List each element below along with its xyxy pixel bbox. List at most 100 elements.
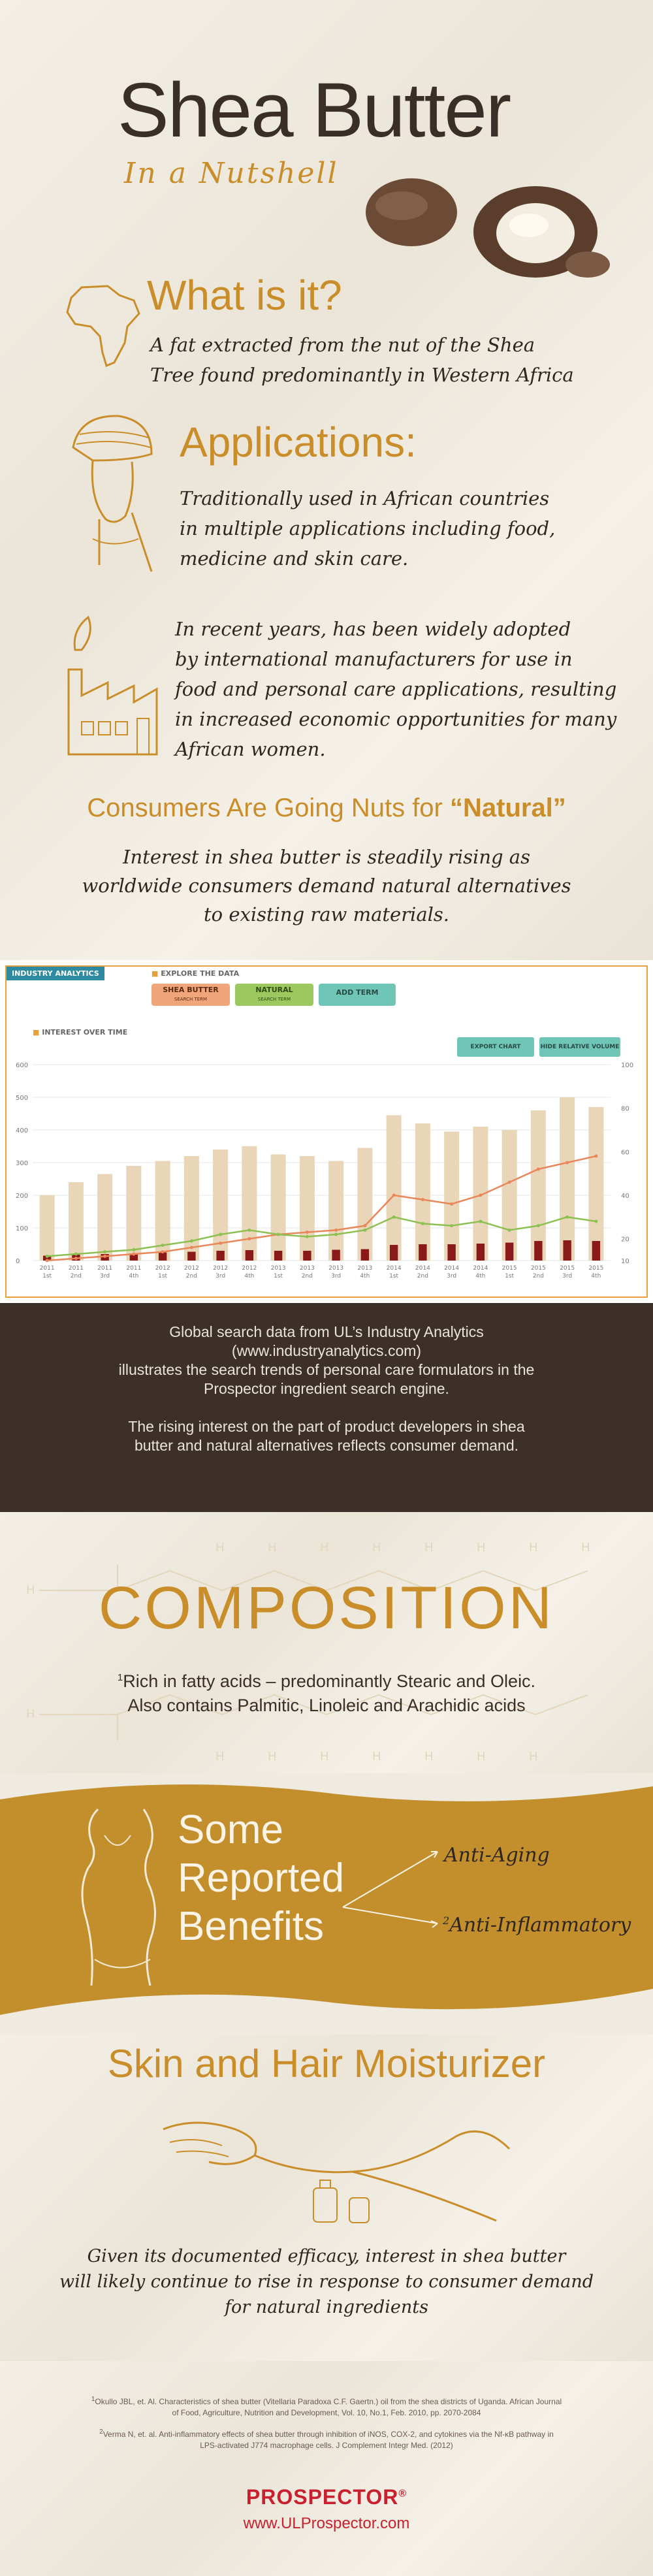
hide-relative-volume-button[interactable]: HIDE RELATIVE VOLUME — [539, 1037, 620, 1057]
woman-reclining-icon — [163, 2121, 511, 2223]
benefits-heading-line: Benefits — [178, 1904, 325, 1949]
composition-line: Rich in fatty acids – predominantly Stea… — [123, 1671, 536, 1691]
global-search-text: Global search data from UL’s Industry An… — [0, 1323, 653, 1455]
y2-tick-label: 60 — [621, 1149, 629, 1156]
export-chart-button[interactable]: EXPORT CHART — [457, 1037, 534, 1057]
x-quarter-label: 1st — [158, 1273, 167, 1280]
moisturizer-line: Given its documented efficacy, interest … — [87, 2246, 566, 2266]
svg-text:H: H — [477, 1750, 486, 1763]
x-year-label: 2013 — [271, 1265, 286, 1272]
shea-butter-point — [565, 1161, 569, 1165]
explore-label: ■ EXPLORE THE DATA — [151, 969, 239, 978]
term-natural[interactable]: NATURAL SEARCH TERM — [235, 984, 313, 1006]
volume-bar-dark — [505, 1242, 514, 1261]
composition-heading: COMPOSITION — [98, 1575, 555, 1641]
term-sub: SEARCH TERM — [257, 997, 291, 1002]
natural-point — [219, 1232, 223, 1236]
benefits-heading-line: Reported — [178, 1856, 345, 1901]
svg-text:H: H — [529, 1750, 538, 1763]
svg-text:H: H — [424, 1750, 434, 1763]
x-year-label: 2014 — [415, 1265, 430, 1272]
prospector-logo[interactable]: PROSPECTOR® — [0, 2485, 653, 2509]
y2-tick-label: 10 — [621, 1258, 629, 1265]
volume-bar-dark — [360, 1249, 370, 1261]
x-quarter-label: 3rd — [562, 1273, 572, 1280]
svg-text:H: H — [372, 1541, 381, 1554]
natural-point — [507, 1228, 511, 1232]
shea-butter-point — [45, 1259, 49, 1263]
applications-paragraph-1: Traditionally used in African countries … — [180, 483, 555, 573]
volume-bar-dark — [563, 1240, 571, 1261]
benefits-section: Some Reported Benefits Anti-Aging 2Anti-… — [0, 1773, 653, 2035]
benefit-anti-inflammatory: 2Anti-Inflammatory — [443, 1914, 631, 1937]
svg-text:H: H — [268, 1541, 277, 1554]
shea-butter-point — [479, 1193, 483, 1197]
volume-bar — [415, 1123, 430, 1261]
footnote-text: LPS-activated J774 macrophage cells. J C… — [200, 2441, 453, 2450]
natural-point — [161, 1244, 165, 1248]
shea-butter-line — [47, 1155, 597, 1262]
moisturizer-heading: Skin and Hair Moisturizer — [107, 2042, 546, 2085]
x-quarter-label: 4th — [475, 1273, 485, 1280]
footnote-num: 1 — [91, 2396, 95, 2403]
natural-body: Interest in shea butter is steadily risi… — [0, 843, 653, 929]
africa-map-icon — [66, 285, 140, 368]
volume-bar-dark — [389, 1245, 398, 1261]
natural-point — [594, 1219, 598, 1223]
x-quarter-label: 3rd — [215, 1273, 225, 1280]
body-silhouette-icon — [81, 1808, 156, 1986]
shea-butter-point — [421, 1198, 424, 1202]
add-term-button[interactable]: ADD TERM — [319, 984, 396, 1006]
natural-point — [276, 1232, 280, 1236]
term-label: NATURAL — [255, 986, 293, 994]
global-search-line: Global search data from UL’s Industry An… — [169, 1323, 484, 1340]
natural-point — [334, 1232, 338, 1236]
x-quarter-label: 1st — [505, 1273, 514, 1280]
y-tick-label: 100 — [16, 1225, 28, 1232]
what-is-it-body: A fat extracted from the nut of the Shea… — [150, 330, 574, 390]
volume-bar — [97, 1174, 113, 1261]
natural-heading: Consumers Are Going Nuts for “Natural” — [0, 794, 653, 823]
y-tick-label: 600 — [16, 1062, 28, 1069]
svg-text:H: H — [26, 1707, 35, 1721]
x-year-label: 2014 — [444, 1265, 459, 1272]
footnote-1-line: 1Okullo JBL, et. Al. Characteristics of … — [0, 2394, 653, 2407]
bullet-icon: ■ — [151, 969, 161, 978]
shea-butter-point — [132, 1252, 136, 1256]
term-shea-butter[interactable]: SHEA BUTTER SEARCH TERM — [151, 984, 230, 1006]
volume-bar-dark — [447, 1244, 456, 1261]
volume-bar-dark — [332, 1249, 340, 1261]
natural-point — [189, 1239, 193, 1243]
x-quarter-label: 3rd — [447, 1273, 456, 1280]
natural-point — [479, 1219, 483, 1223]
shea-butter-point — [305, 1231, 309, 1234]
composition-section: H H H H H H H H H H H H H H H H H COMPOSITION 1Rich in… — [0, 1512, 653, 1773]
x-year-label: 2012 — [213, 1265, 228, 1272]
natural-line: to existing raw materials. — [204, 903, 449, 926]
what-is-it-line: Tree found predominantly in Western Afri… — [150, 364, 574, 386]
global-search-line: (www.industryanalytics.com) — [231, 1342, 422, 1359]
natural-point — [247, 1228, 251, 1232]
volume-bar-dark — [42, 1255, 52, 1261]
natural-point — [536, 1224, 540, 1228]
x-quarter-label: 4th — [591, 1273, 601, 1280]
volume-bar — [588, 1107, 604, 1261]
prospector-url[interactable]: www.ULProspector.com — [243, 2515, 410, 2532]
y2-tick-label: 40 — [621, 1193, 629, 1200]
volume-bar — [68, 1182, 84, 1261]
natural-point — [565, 1215, 569, 1219]
volume-bar-dark — [274, 1251, 283, 1261]
natural-point — [363, 1228, 367, 1232]
shea-butter-point — [189, 1246, 193, 1249]
interest-chart: 6005004003002001000100806040201020111st2… — [16, 1062, 633, 1280]
factory-icon — [67, 615, 158, 756]
applications-line: in multiple applications including food, — [180, 517, 556, 539]
x-quarter-label: 3rd — [331, 1273, 341, 1280]
global-search-line: illustrates the search trends of persona… — [118, 1361, 535, 1378]
x-year-label: 2011 — [126, 1265, 141, 1272]
natural-point — [45, 1254, 49, 1258]
x-year-label: 2011 — [40, 1265, 55, 1272]
x-year-label: 2015 — [588, 1265, 603, 1272]
footnote-2-line: 2Verma N, et. al. Anti-inflammatory effe… — [0, 2426, 653, 2440]
composition-line: Also contains Palmitic, Linoleic and Ara… — [127, 1696, 526, 1715]
